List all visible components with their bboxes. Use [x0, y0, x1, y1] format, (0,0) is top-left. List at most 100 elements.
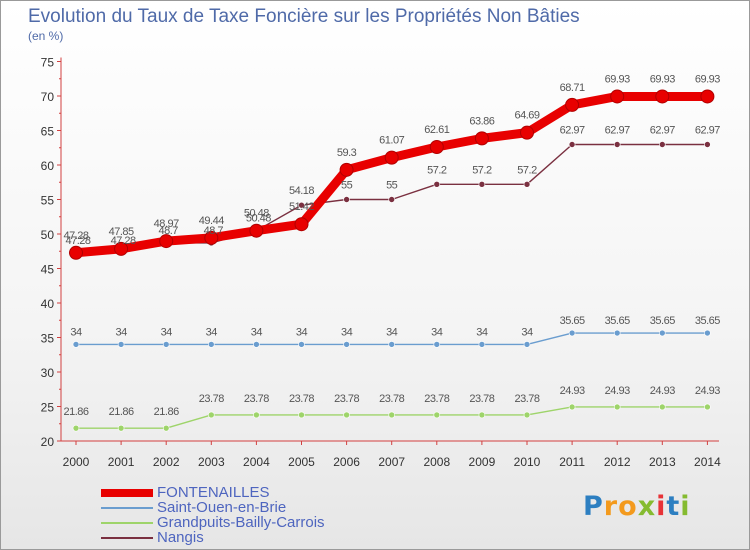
data-point-2: [704, 403, 711, 411]
data-point-1: [433, 341, 441, 348]
data-label: 50.48: [244, 208, 269, 220]
y-tick-label: 60: [41, 159, 55, 173]
y-tick-label: 35: [41, 332, 55, 346]
x-tick-label: 2011: [559, 455, 585, 469]
data-label: 34: [521, 326, 533, 338]
data-label: 47.28: [65, 235, 90, 247]
data-point-3: [523, 181, 531, 188]
y-tick-label: 30: [41, 366, 55, 380]
data-label: 48.7: [158, 225, 178, 237]
data-label: 24.93: [605, 385, 630, 397]
data-point-1: [478, 341, 486, 348]
data-point-0: [610, 89, 625, 104]
y-tick-label: 40: [41, 297, 55, 311]
data-label: 23.78: [244, 393, 269, 405]
legend-swatch: [101, 507, 153, 509]
legend-label: Nangis: [157, 529, 204, 546]
data-label: 35.65: [560, 315, 585, 327]
data-label: 69.93: [695, 73, 720, 85]
data-label: 69.93: [605, 73, 630, 85]
chart-title: Evolution du Taux de Taxe Foncière sur l…: [28, 6, 580, 27]
data-point-2: [162, 424, 170, 432]
data-point-0: [474, 131, 489, 146]
data-label: 69.93: [650, 73, 675, 85]
legend-swatch: [101, 522, 153, 524]
data-point-1: [343, 341, 350, 348]
data-label: 57.2: [427, 164, 447, 176]
x-tick-label: 2009: [469, 455, 496, 469]
data-label: 21.86: [154, 406, 179, 418]
data-label: 62.61: [424, 124, 449, 136]
x-tick-label: 2005: [288, 455, 315, 469]
data-label: 23.78: [289, 393, 314, 405]
data-point-0: [159, 234, 174, 249]
data-label: 51.42: [289, 201, 314, 213]
data-label: 34: [115, 326, 127, 338]
data-point-1: [72, 341, 80, 348]
data-label: 50.48: [246, 213, 271, 225]
data-label: 64.69: [514, 110, 539, 122]
data-label: 62.97: [605, 125, 630, 137]
y-tick-label: 50: [41, 228, 55, 242]
data-point-1: [658, 329, 666, 337]
y-tick-label: 25: [41, 401, 55, 415]
x-tick-label: 2012: [604, 455, 631, 469]
data-point-3: [658, 141, 666, 148]
data-point-2: [208, 411, 215, 419]
data-label: 23.78: [514, 393, 539, 405]
data-label: 47.28: [111, 235, 136, 247]
data-label: 48.97: [154, 218, 179, 230]
x-tick-label: 2004: [243, 455, 270, 469]
data-point-1: [613, 329, 621, 337]
data-point-2: [568, 403, 576, 411]
data-point-1: [298, 341, 305, 348]
data-label: 47.28: [63, 230, 88, 242]
data-label: 23.78: [469, 393, 494, 405]
logo-letter: t: [666, 491, 681, 522]
data-label: 54.18: [289, 185, 314, 197]
data-label: 24.93: [560, 385, 585, 397]
data-point-2: [343, 411, 350, 419]
x-tick-label: 2000: [63, 455, 90, 469]
data-point-0: [700, 89, 715, 104]
data-label: 24.93: [695, 385, 720, 397]
data-label: 59.3: [337, 147, 357, 159]
data-label: 55: [386, 180, 398, 192]
data-point-2: [298, 411, 305, 419]
data-point-2: [478, 411, 486, 419]
data-label: 62.97: [695, 125, 720, 137]
legend-label: Saint-Ouen-en-Brie: [157, 499, 287, 516]
data-label: 21.86: [109, 406, 134, 418]
data-point-3: [568, 141, 576, 148]
logo-letter: o: [618, 491, 638, 522]
unit-label: (en %): [28, 29, 64, 43]
data-label: 34: [161, 326, 173, 338]
data-label: 23.78: [334, 393, 359, 405]
legend-label: FONTENAILLES: [157, 484, 270, 501]
x-tick-label: 2014: [694, 455, 721, 469]
data-label: 24.93: [650, 385, 675, 397]
logo-letter: i: [680, 491, 691, 522]
data-label: 21.86: [63, 406, 88, 418]
data-label: 57.2: [472, 164, 492, 176]
data-point-0: [69, 245, 83, 260]
data-point-3: [343, 196, 350, 203]
data-point-0: [249, 223, 264, 238]
legend-swatch: [101, 489, 153, 497]
data-label: 34: [296, 326, 308, 338]
data-point-2: [433, 411, 441, 419]
data-point-1: [523, 341, 531, 348]
data-point-3: [298, 201, 305, 209]
data-point-1: [388, 341, 396, 348]
data-label: 35.65: [650, 315, 675, 327]
data-point-3: [433, 181, 441, 188]
data-label: 23.78: [199, 393, 224, 405]
logo-letter: i: [656, 491, 667, 522]
data-label: 61.07: [379, 135, 404, 147]
data-point-3: [704, 141, 711, 148]
data-point-0: [520, 125, 534, 140]
data-label: 34: [70, 326, 82, 338]
x-tick-label: 2002: [153, 455, 180, 469]
